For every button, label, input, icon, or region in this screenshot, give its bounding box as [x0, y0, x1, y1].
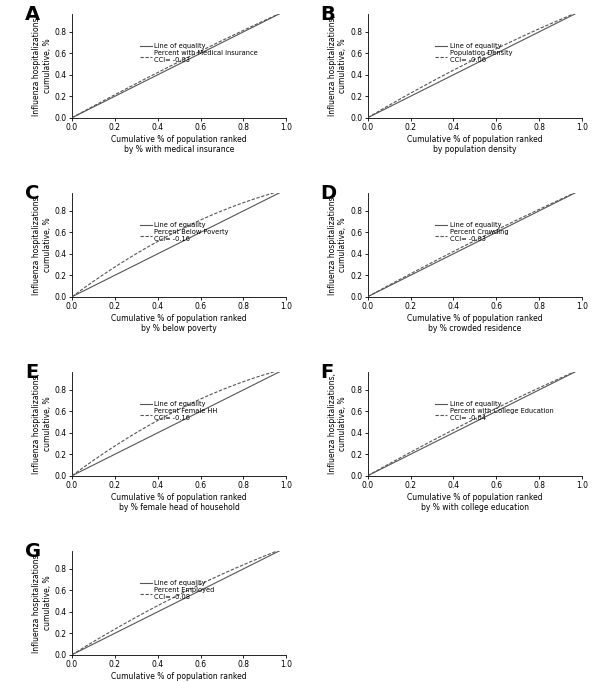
X-axis label: Cumulative % of population ranked
by % below poverty: Cumulative % of population ranked by % b… — [112, 314, 247, 333]
Y-axis label: Influenza hospitalizations,
cumulative, %: Influenza hospitalizations, cumulative, … — [32, 552, 52, 653]
X-axis label: Cumulative % of population ranked
by population density: Cumulative % of population ranked by pop… — [407, 135, 542, 154]
Legend: Line of equality, Percent Female HH
CCI= -0.16: Line of equality, Percent Female HH CCI=… — [140, 401, 218, 421]
Text: F: F — [320, 364, 334, 383]
Text: D: D — [320, 184, 337, 203]
Y-axis label: Influenza hospitalizations,
cumulative, %: Influenza hospitalizations, cumulative, … — [328, 15, 347, 116]
Y-axis label: Influenza hospitalizations,
cumulative, %: Influenza hospitalizations, cumulative, … — [32, 373, 52, 474]
Legend: Line of equality, Percent Employed
CCI= -0.08: Line of equality, Percent Employed CCI= … — [140, 580, 215, 600]
Text: E: E — [25, 364, 38, 383]
Legend: Line of equality, Percent Below Poverty
CCI= -0.16: Line of equality, Percent Below Poverty … — [140, 222, 229, 242]
X-axis label: Cumulative % of population ranked
by % with college education: Cumulative % of population ranked by % w… — [407, 493, 542, 512]
Text: B: B — [320, 5, 335, 25]
Y-axis label: Influenza hospitalizations,
cumulative, %: Influenza hospitalizations, cumulative, … — [328, 194, 347, 295]
Y-axis label: Influenza hospitalizations,
cumulative, %: Influenza hospitalizations, cumulative, … — [32, 194, 52, 295]
Y-axis label: Influenza hospitalizations,
cumulative, %: Influenza hospitalizations, cumulative, … — [328, 373, 347, 474]
Text: G: G — [25, 542, 41, 561]
Legend: Line of equality, Percent with Medical Insurance
CCI= -0.03: Line of equality, Percent with Medical I… — [140, 43, 258, 63]
Text: A: A — [25, 5, 40, 25]
Legend: Line of equality, Percent with College Education
CCI= -0.04: Line of equality, Percent with College E… — [436, 401, 554, 421]
Y-axis label: Influenza hospitalizations,
cumulative, %: Influenza hospitalizations, cumulative, … — [32, 15, 52, 116]
X-axis label: Cumulative % of population ranked
by % employed: Cumulative % of population ranked by % e… — [112, 672, 247, 682]
Text: C: C — [25, 184, 39, 203]
X-axis label: Cumulative % of population ranked
by % crowded residence: Cumulative % of population ranked by % c… — [407, 314, 542, 333]
Legend: Line of equality, Population Density
CCI= -0.06: Line of equality, Population Density CCI… — [436, 43, 512, 63]
Legend: Line of equality, Percent Crowding
CCI= -0.03: Line of equality, Percent Crowding CCI= … — [436, 222, 509, 242]
X-axis label: Cumulative % of population ranked
by % with medical insurance: Cumulative % of population ranked by % w… — [112, 135, 247, 154]
X-axis label: Cumulative % of population ranked
by % female head of household: Cumulative % of population ranked by % f… — [112, 493, 247, 512]
